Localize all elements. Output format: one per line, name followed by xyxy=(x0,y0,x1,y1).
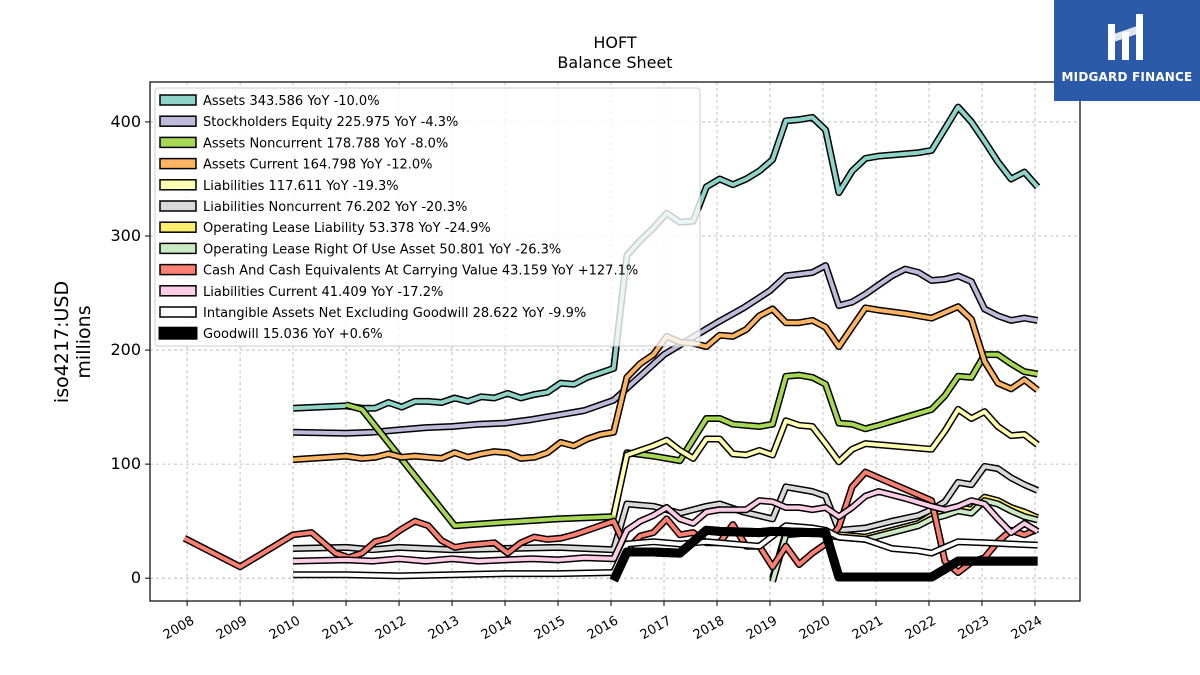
legend-label-1: Stockholders Equity 225.975 YoY -4.3% xyxy=(203,115,458,130)
legend-swatch-9 xyxy=(159,285,197,297)
legend-swatch-10 xyxy=(159,306,197,318)
x-tick-label-11: 2019 xyxy=(744,613,780,643)
legend-label-3: Assets Current 164.798 YoY -12.0% xyxy=(203,158,433,173)
y-axis-label: iso4217:USD xyxy=(51,281,73,403)
legend-label-10: Intangible Assets Net Excluding Goodwill… xyxy=(203,306,586,321)
legend-label-2: Assets Noncurrent 178.788 YoY -8.0% xyxy=(203,136,448,151)
legend-label-8: Cash And Cash Equivalents At Carrying Va… xyxy=(203,264,638,279)
y-tick-label-3: 300 xyxy=(110,226,141,245)
series-line-9 xyxy=(293,489,1039,564)
legend-swatch-5 xyxy=(159,200,197,212)
legend: Assets 343.586 YoY -10.0% Stockholders Eq… xyxy=(154,87,701,347)
x-tick-label-3: 2011 xyxy=(320,613,356,643)
x-tick-label-0: 2008 xyxy=(161,613,197,643)
series-line-10 xyxy=(293,523,1038,578)
brand-logo-text: MIDGARD FINANCE xyxy=(1061,70,1193,84)
x-tick-label-2: 2010 xyxy=(267,613,303,643)
series-line-8 xyxy=(183,470,1039,575)
y-tick-label-0: 0 xyxy=(131,568,141,587)
y-tick-label-2: 200 xyxy=(110,340,141,359)
y-axis-label-units: millions xyxy=(73,305,95,378)
legend-label-5: Liabilities Noncurrent 76.202 YoY -20.3% xyxy=(203,200,467,215)
x-tick-label-5: 2013 xyxy=(426,613,462,643)
series-line-1 xyxy=(293,263,1038,436)
x-tick-label-6: 2014 xyxy=(479,613,515,643)
legend-swatch-2 xyxy=(159,136,197,149)
legend-label-7: Operating Lease Right Of Use Asset 50.80… xyxy=(203,242,561,257)
series-11 xyxy=(609,525,1038,583)
legend-swatch-8 xyxy=(159,263,197,276)
x-tick-label-15: 2023 xyxy=(956,613,992,643)
x-tick-label-7: 2015 xyxy=(532,613,568,643)
chart-subtitle: Balance Sheet xyxy=(557,53,672,72)
x-tick-label-4: 2012 xyxy=(373,613,409,643)
x-tick-label-14: 2022 xyxy=(903,613,939,643)
x-tick-label-16: 2024 xyxy=(1009,613,1045,643)
legend-swatch-7 xyxy=(159,242,197,255)
legend-swatch-11 xyxy=(158,326,198,340)
series-9 xyxy=(293,488,1040,565)
series-1 xyxy=(293,262,1039,437)
y-tick-label-4: 400 xyxy=(110,112,141,131)
midgard-logo-icon xyxy=(1108,14,1143,60)
x-tick-label-8: 2016 xyxy=(585,613,621,643)
series-line-4 xyxy=(611,407,1039,516)
legend-swatch-4 xyxy=(159,179,197,191)
x-tick-label-1: 2009 xyxy=(214,613,250,643)
legend-label-9: Liabilities Current 41.409 YoY -17.2% xyxy=(203,285,443,300)
legend-box xyxy=(154,87,701,347)
x-axis-ticks: 2008 2009 2010 2011 2012 2013 2014 2015 2016 2017… xyxy=(161,601,1045,643)
legend-label-6: Operating Lease Liability 53.378 YoY -24… xyxy=(203,221,491,236)
legend-label-4: Liabilities 117.611 YoY -19.3% xyxy=(203,179,399,194)
x-tick-label-9: 2017 xyxy=(638,613,674,643)
legend-swatch-3 xyxy=(159,157,197,170)
legend-swatch-0 xyxy=(159,94,197,106)
series-8 xyxy=(182,468,1039,576)
plot-frame xyxy=(149,81,1081,602)
brand-logo: MIDGARD FINANCE xyxy=(1054,0,1200,101)
x-tick-label-10: 2018 xyxy=(691,613,727,643)
legend-swatch-6 xyxy=(159,221,197,233)
series-line-11 xyxy=(609,525,1038,583)
series-4 xyxy=(610,405,1040,517)
x-tick-label-12: 2020 xyxy=(797,613,833,643)
x-tick-label-13: 2021 xyxy=(850,613,886,643)
series-10 xyxy=(293,522,1038,580)
legend-label-0: Assets 343.586 YoY -10.0% xyxy=(203,94,380,109)
legend-swatch-1 xyxy=(159,115,197,127)
chart-title: HOFT xyxy=(593,33,637,52)
y-axis-ticks: 0 100 200 300 400 xyxy=(110,112,150,587)
legend-label-11: Goodwill 15.036 YoY +0.6% xyxy=(203,327,383,342)
y-tick-label-1: 100 xyxy=(110,454,141,473)
